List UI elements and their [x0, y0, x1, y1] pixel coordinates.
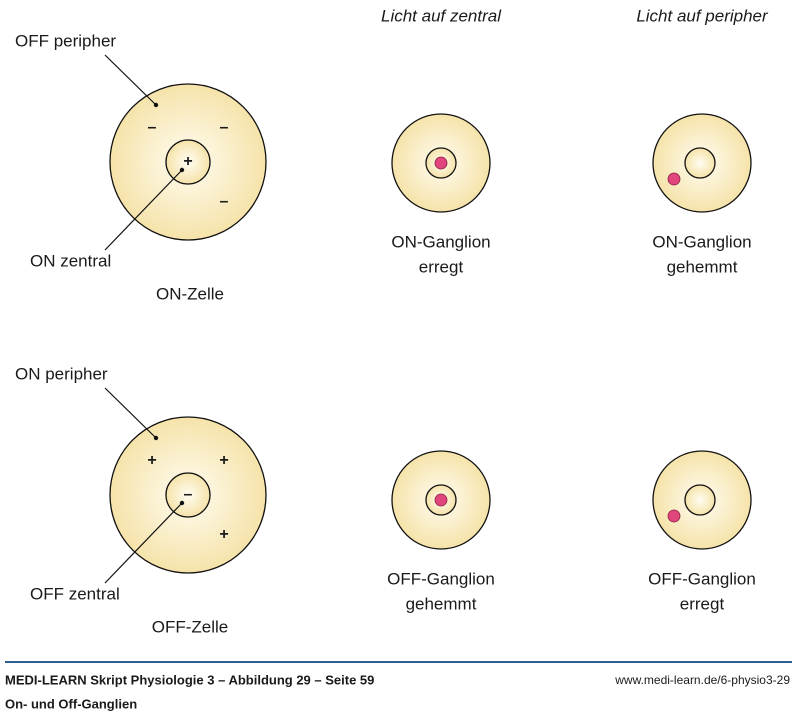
surround-sign: –	[220, 119, 229, 136]
center-label: OFF zentral	[30, 584, 120, 603]
footer-url: www.medi-learn.de/6-physio3-29	[614, 673, 790, 687]
cell-label: ON-Zelle	[156, 284, 224, 303]
result-label: erregt	[419, 257, 464, 276]
leader-dot	[179, 167, 185, 173]
leader-dot	[179, 500, 185, 506]
leader	[104, 387, 157, 439]
footer-title: MEDI-LEARN Skript Physiologie 3 – Abbild…	[5, 672, 374, 687]
result-label: OFF-Ganglion	[648, 569, 756, 588]
column-header: Licht auf peripher	[636, 6, 769, 25]
leader-dot	[153, 435, 159, 441]
leader	[104, 54, 157, 106]
leader	[104, 502, 183, 584]
surround-label: OFF peripher	[15, 31, 116, 50]
result-label: gehemmt	[667, 257, 738, 276]
small-center	[684, 147, 716, 179]
small-center	[684, 484, 716, 516]
leader	[104, 169, 183, 251]
center-sign: +	[183, 153, 192, 170]
result-label: OFF-Ganglion	[387, 569, 495, 588]
light-spot	[434, 156, 448, 170]
light-spot	[667, 509, 681, 523]
result-label: erregt	[680, 594, 725, 613]
surround-label: ON peripher	[15, 364, 108, 383]
center-field	[165, 139, 211, 185]
center-field	[165, 472, 211, 518]
result-label: ON-Ganglion	[391, 232, 490, 251]
column-header: Licht auf zentral	[381, 6, 502, 25]
light-spot	[667, 172, 681, 186]
result-label: ON-Ganglion	[652, 232, 751, 251]
cell-label: OFF-Zelle	[152, 617, 229, 636]
surround-sign: +	[147, 452, 156, 469]
leader-dot	[153, 102, 159, 108]
surround-sign: –	[220, 193, 229, 210]
surround-sign: +	[219, 452, 228, 469]
surround-sign: +	[219, 526, 228, 543]
footer-subtitle: On- und Off-Ganglien	[5, 696, 137, 711]
center-label: ON zentral	[30, 251, 111, 270]
center-sign: –	[184, 486, 193, 503]
light-spot	[434, 493, 448, 507]
result-label: gehemmt	[406, 594, 477, 613]
surround-sign: –	[148, 119, 157, 136]
